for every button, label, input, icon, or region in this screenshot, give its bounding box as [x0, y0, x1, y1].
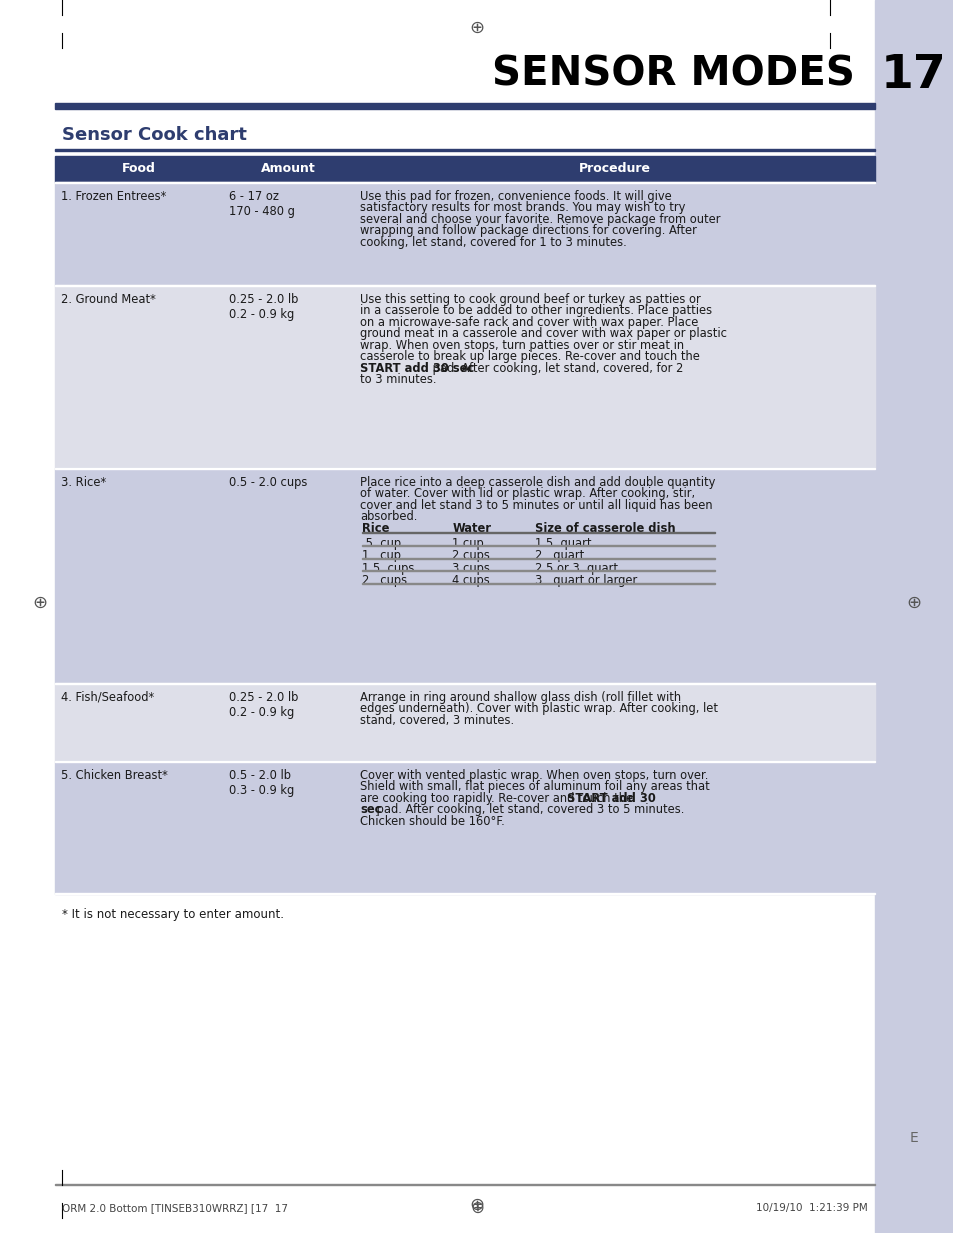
Text: wrapping and follow package directions for covering. After: wrapping and follow package directions f… — [360, 224, 697, 238]
Text: cover and let stand 3 to 5 minutes or until all liquid has been: cover and let stand 3 to 5 minutes or un… — [360, 499, 712, 512]
Text: Use this setting to cook ground beef or turkey as patties or: Use this setting to cook ground beef or … — [360, 293, 700, 306]
Bar — [55, 683, 874, 684]
Text: 3. Rice*: 3. Rice* — [61, 476, 106, 490]
Text: 1 cup: 1 cup — [452, 536, 483, 550]
Text: 1. Frozen Entrees*: 1. Frozen Entrees* — [61, 190, 166, 203]
Text: of water. Cover with lid or plastic wrap. After cooking, stir,: of water. Cover with lid or plastic wrap… — [360, 487, 695, 501]
Bar — [55, 285, 874, 286]
Bar — [55, 893, 874, 894]
Text: 3   quart or larger: 3 quart or larger — [535, 575, 637, 587]
Text: Sensor Cook chart: Sensor Cook chart — [62, 126, 247, 144]
Text: several and choose your favorite. Remove package from outer: several and choose your favorite. Remove… — [360, 213, 720, 226]
Text: 2   quart: 2 quart — [535, 549, 584, 562]
Bar — [55, 182, 874, 285]
Bar — [55, 761, 874, 762]
Text: Chicken should be 160°F.: Chicken should be 160°F. — [360, 815, 504, 827]
Text: in a casserole to be added to other ingredients. Place patties: in a casserole to be added to other ingr… — [360, 305, 712, 317]
Text: cooking, let stand, covered for 1 to 3 minutes.: cooking, let stand, covered for 1 to 3 m… — [360, 236, 626, 249]
Text: satisfactory results for most brands. You may wish to try: satisfactory results for most brands. Yo… — [360, 201, 685, 215]
Text: casserole to break up large pieces. Re-cover and touch the: casserole to break up large pieces. Re-c… — [360, 350, 700, 364]
Text: 2 cups: 2 cups — [452, 549, 490, 562]
Bar — [55, 467, 874, 469]
Text: ⊕: ⊕ — [469, 1196, 484, 1215]
Bar — [55, 104, 874, 109]
Text: 0.5 - 2.0 cups: 0.5 - 2.0 cups — [229, 476, 307, 490]
Text: stand, covered, 3 minutes.: stand, covered, 3 minutes. — [360, 714, 514, 727]
Bar — [55, 181, 874, 182]
Text: 5. Chicken Breast*: 5. Chicken Breast* — [61, 769, 168, 782]
Bar — [874, 0, 953, 1233]
Text: 1.5  cups: 1.5 cups — [362, 562, 415, 575]
Bar — [55, 157, 874, 182]
Text: 4 cups: 4 cups — [452, 575, 490, 587]
Text: absorbed.: absorbed. — [360, 510, 417, 523]
Text: 6 - 17 oz
170 - 480 g: 6 - 17 oz 170 - 480 g — [229, 190, 294, 218]
Text: 2   cups: 2 cups — [362, 575, 407, 587]
Bar — [55, 285, 874, 469]
Text: ⊕: ⊕ — [32, 594, 48, 612]
Text: 0.25 - 2.0 lb
0.2 - 0.9 kg: 0.25 - 2.0 lb 0.2 - 0.9 kg — [229, 293, 298, 321]
Text: Place rice into a deep casserole dish and add double quantity: Place rice into a deep casserole dish an… — [360, 476, 715, 490]
Text: pad. After cooking, let stand, covered 3 to 5 minutes.: pad. After cooking, let stand, covered 3… — [373, 804, 684, 816]
Text: START add 30 sec: START add 30 sec — [360, 361, 474, 375]
Bar — [55, 683, 874, 761]
Text: 3 cups: 3 cups — [452, 562, 490, 575]
Text: 2.5 or 3  quart: 2.5 or 3 quart — [535, 562, 618, 575]
Text: are cooking too rapidly. Re-cover and touch the: are cooking too rapidly. Re-cover and to… — [360, 792, 637, 805]
Text: Food: Food — [122, 163, 156, 175]
Text: 17: 17 — [881, 53, 946, 97]
Text: on a microwave-safe rack and cover with wax paper. Place: on a microwave-safe rack and cover with … — [360, 316, 698, 329]
Text: ⊕: ⊕ — [905, 594, 921, 612]
Text: ORM 2.0 Bottom [TINSEB310WRRZ] [17  17: ORM 2.0 Bottom [TINSEB310WRRZ] [17 17 — [62, 1203, 288, 1213]
Bar — [55, 761, 874, 894]
Text: Arrange in ring around shallow glass dish (roll fillet with: Arrange in ring around shallow glass dis… — [360, 690, 680, 704]
Text: SENSOR MODES: SENSOR MODES — [492, 55, 854, 95]
Text: Procedure: Procedure — [578, 163, 650, 175]
Text: Shield with small, flat pieces of aluminum foil any areas that: Shield with small, flat pieces of alumin… — [360, 780, 709, 794]
Text: 0.5 - 2.0 lb
0.3 - 0.9 kg: 0.5 - 2.0 lb 0.3 - 0.9 kg — [229, 769, 294, 797]
Text: START add 30: START add 30 — [567, 792, 656, 805]
Text: * It is not necessary to enter amount.: * It is not necessary to enter amount. — [62, 907, 284, 921]
Text: 2. Ground Meat*: 2. Ground Meat* — [61, 293, 155, 306]
Bar — [55, 469, 874, 683]
Text: .5  cup: .5 cup — [362, 536, 401, 550]
Text: Size of casserole dish: Size of casserole dish — [535, 523, 676, 535]
Text: edges underneath). Cover with plastic wrap. After cooking, let: edges underneath). Cover with plastic wr… — [360, 703, 718, 715]
Text: 4. Fish/Seafood*: 4. Fish/Seafood* — [61, 690, 154, 704]
Text: ⊕: ⊕ — [469, 18, 484, 37]
Text: 1   cup: 1 cup — [362, 549, 401, 562]
Text: 10/19/10  1:21:39 PM: 10/19/10 1:21:39 PM — [756, 1203, 867, 1213]
Text: 0.25 - 2.0 lb
0.2 - 0.9 kg: 0.25 - 2.0 lb 0.2 - 0.9 kg — [229, 690, 298, 719]
Text: Cover with vented plastic wrap. When oven stops, turn over.: Cover with vented plastic wrap. When ove… — [360, 769, 708, 782]
Text: Use this pad for frozen, convenience foods. It will give: Use this pad for frozen, convenience foo… — [360, 190, 671, 203]
Text: sec: sec — [360, 804, 381, 816]
Text: 1.5  quart: 1.5 quart — [535, 536, 591, 550]
Text: ground meat in a casserole and cover with wax paper or plastic: ground meat in a casserole and cover wit… — [360, 328, 726, 340]
Text: Rice: Rice — [362, 523, 389, 535]
Bar — [55, 149, 874, 150]
Text: to 3 minutes.: to 3 minutes. — [360, 374, 436, 386]
Text: pad. After cooking, let stand, covered, for 2: pad. After cooking, let stand, covered, … — [429, 361, 683, 375]
Text: ⊕: ⊕ — [470, 1198, 483, 1217]
Text: wrap. When oven stops, turn patties over or stir meat in: wrap. When oven stops, turn patties over… — [360, 339, 683, 351]
Text: Water: Water — [452, 523, 491, 535]
Text: Amount: Amount — [261, 163, 315, 175]
Text: E: E — [909, 1131, 918, 1145]
